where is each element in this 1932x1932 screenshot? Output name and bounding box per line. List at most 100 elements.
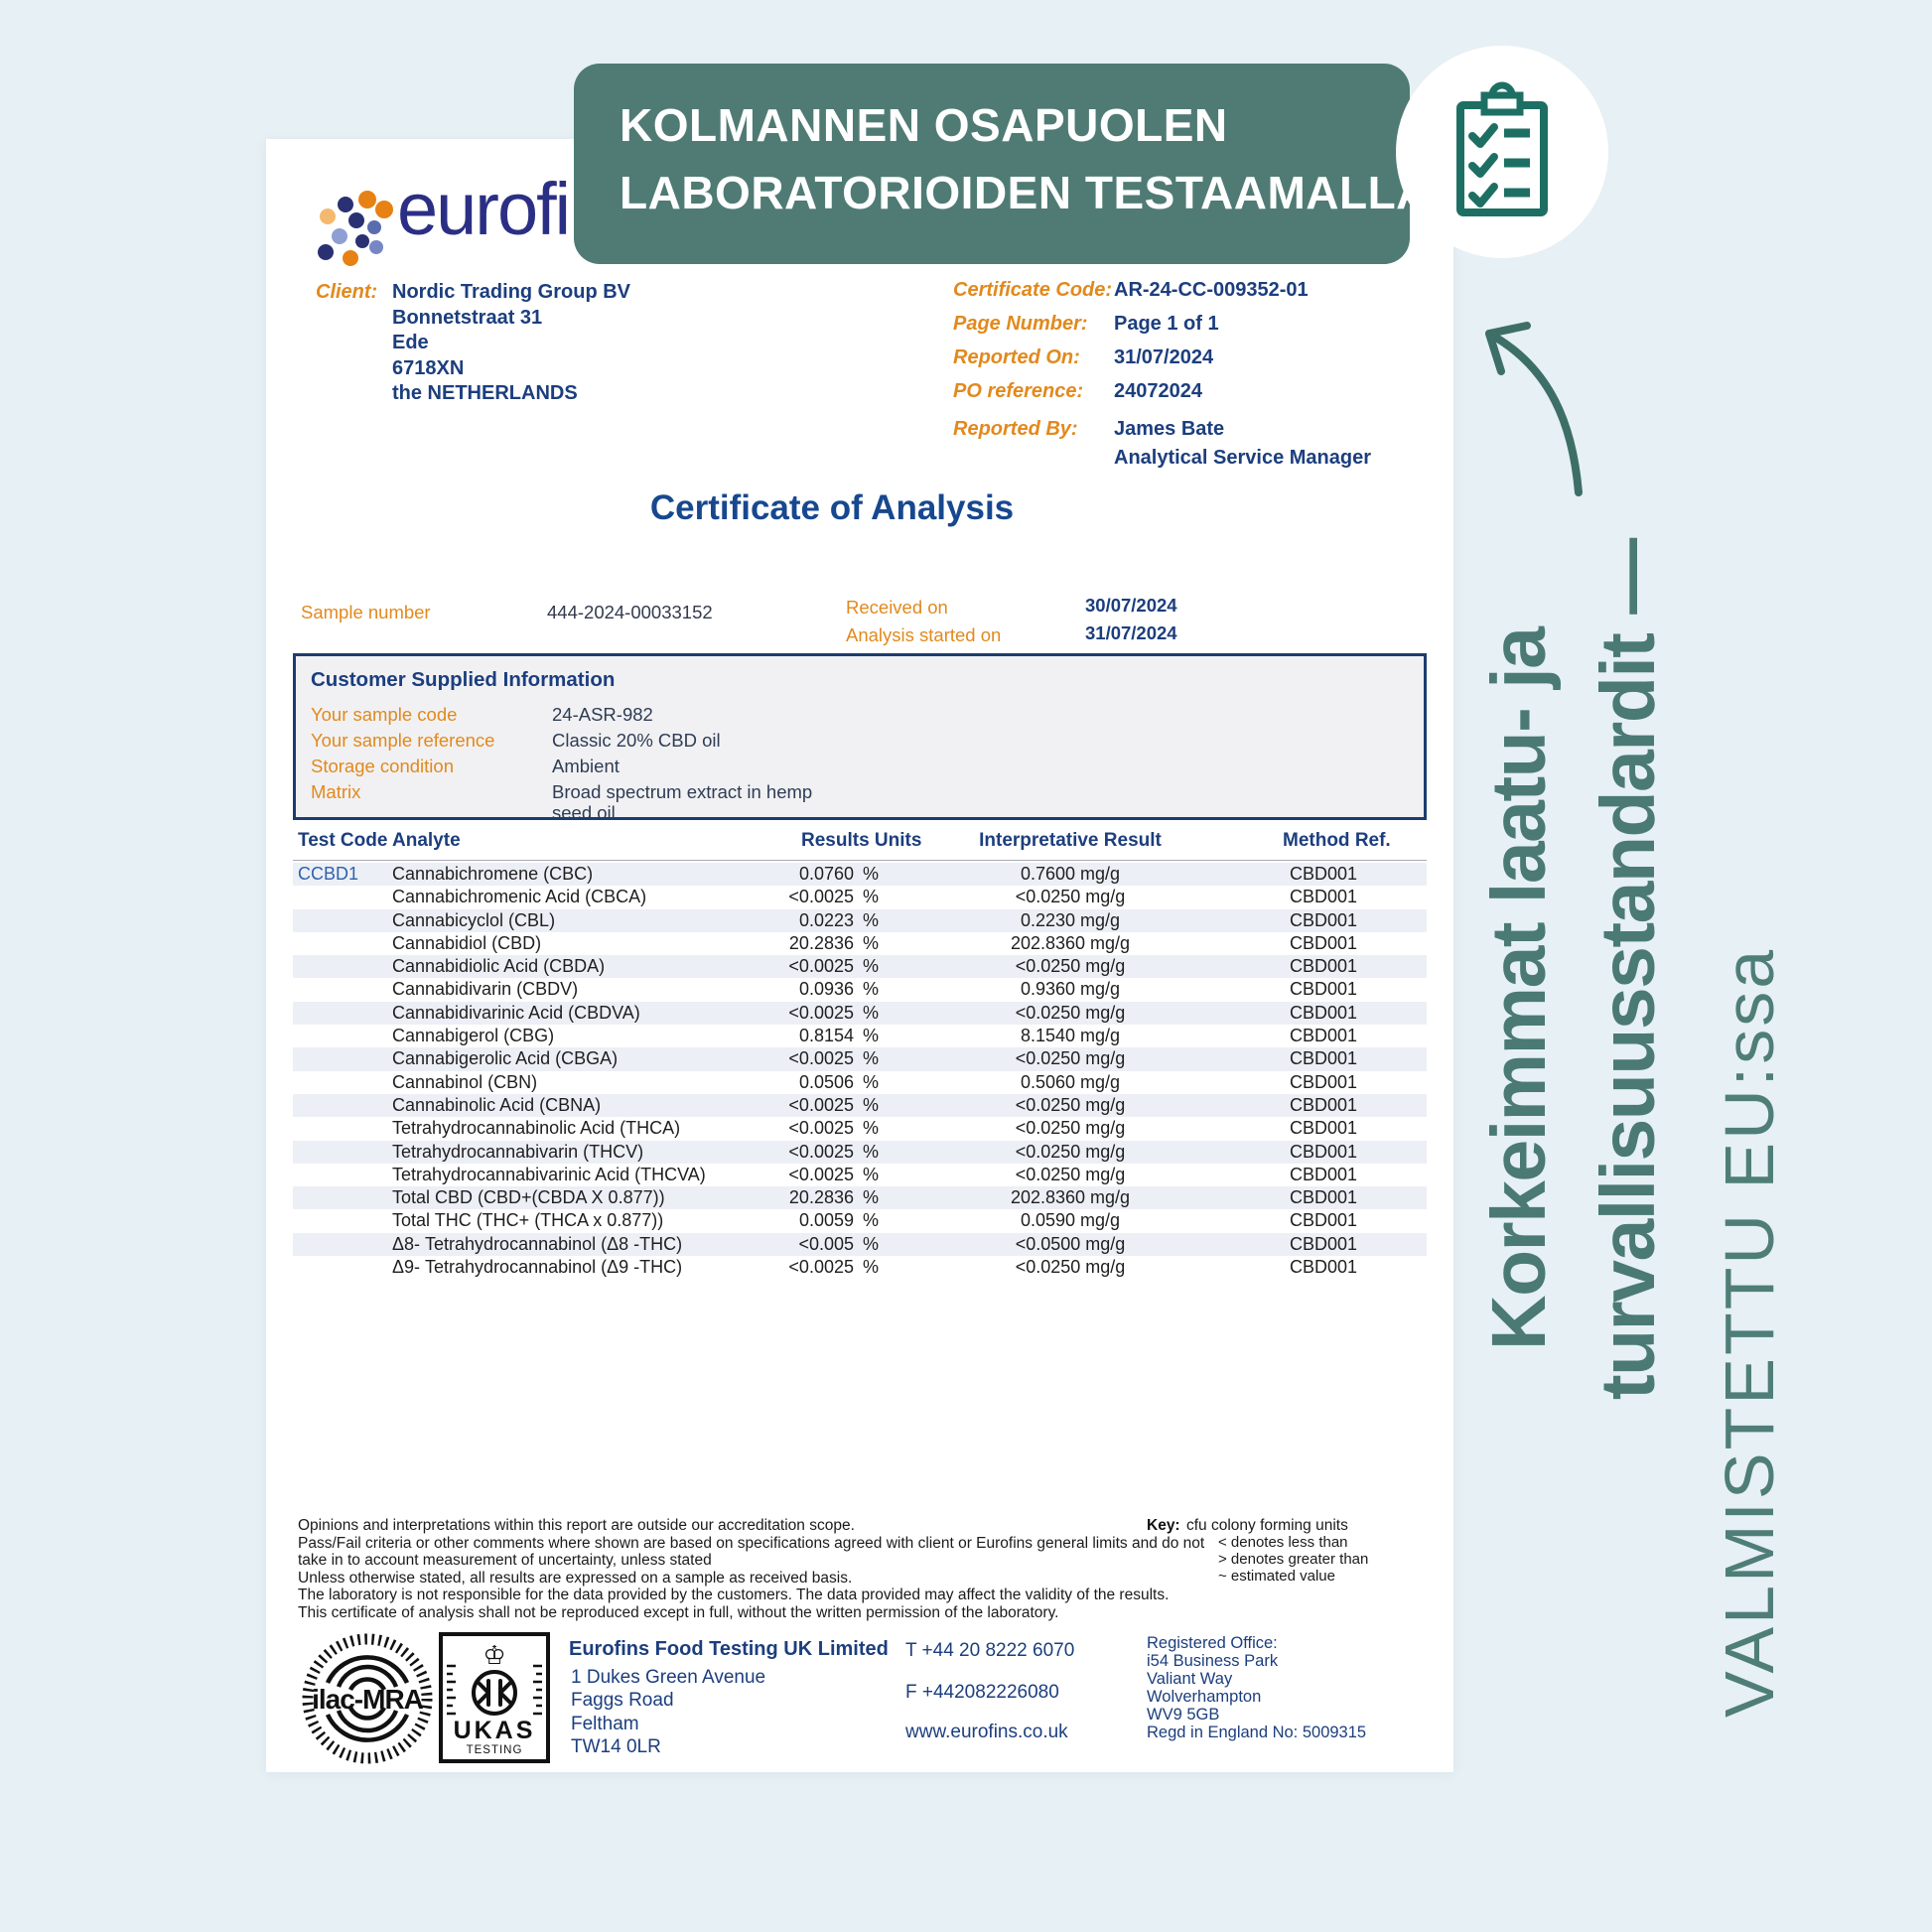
received-on-label: Received on bbox=[846, 597, 948, 618]
customer-info-row: Your sample reference Classic 20% CBD oi… bbox=[296, 730, 1424, 756]
cell-method-ref: CBD001 bbox=[1290, 1002, 1358, 1023]
header-analyte: Analyte bbox=[392, 830, 461, 851]
page-title: Certificate of Analysis bbox=[649, 488, 1015, 527]
fax-number: F +442082226080 bbox=[905, 1682, 1059, 1703]
disclaimer-line: The laboratory is not responsible for th… bbox=[298, 1587, 1170, 1604]
registered-office-line: WV9 5GB bbox=[1147, 1706, 1220, 1724]
banner: KOLMANNEN OSAPUOLEN LABORATORIOIDEN TEST… bbox=[574, 64, 1429, 264]
banner-title-line-1: KOLMANNEN OSAPUOLEN bbox=[620, 99, 1228, 151]
cell-unit: % bbox=[863, 1210, 880, 1231]
customer-info-value: Classic 20% CBD oil bbox=[552, 730, 721, 751]
cell-analyte: Total CBD (CBD+(CBDA X 0.877)) bbox=[392, 1187, 665, 1208]
banner-title-line-2: LABORATORIOIDEN TESTAAMALLA bbox=[620, 167, 1430, 218]
cell-result: <0.005 bbox=[798, 1233, 854, 1254]
registered-office-line: Valiant Way bbox=[1147, 1670, 1233, 1688]
client-address-line: Bonnetstraat 31 bbox=[392, 306, 543, 329]
cell-unit: % bbox=[863, 1094, 880, 1115]
lab-address-lines: 1 Dukes Green Avenue Faggs Road Feltham TW1… bbox=[571, 1666, 765, 1758]
cell-result: <0.0025 bbox=[788, 1118, 854, 1139]
cell-unit: % bbox=[863, 864, 880, 884]
reported-on-value: 31/07/2024 bbox=[1114, 346, 1214, 368]
cell-analyte: Total THC (THC+ (THCA x 0.877)) bbox=[392, 1210, 664, 1231]
key-label: Key: bbox=[1147, 1517, 1180, 1534]
disclaimer-lines: Opinions and interpretations within this… bbox=[298, 1517, 1204, 1622]
customer-info-row: Storage condition Ambient bbox=[296, 756, 1424, 781]
cell-analyte: Cannabinolic Acid (CBNA) bbox=[392, 1094, 602, 1115]
cell-analyte: Cannabidivarinic Acid (CBDVA) bbox=[392, 1002, 640, 1023]
cell-method-ref: CBD001 bbox=[1290, 1187, 1358, 1208]
header-method-ref: Method Ref. bbox=[1283, 830, 1391, 851]
client-address-line: Nordic Trading Group BV bbox=[392, 281, 631, 303]
cell-method-ref: CBD001 bbox=[1290, 1257, 1358, 1278]
registered-office-line: i54 Business Park bbox=[1147, 1652, 1279, 1670]
table-row: Cannabigerol (CBG) 0.8154 % 8.1540 mg/g … bbox=[293, 1025, 1427, 1047]
cell-unit: % bbox=[863, 887, 880, 907]
cell-method-ref: CBD001 bbox=[1290, 1048, 1358, 1069]
cell-result: <0.0025 bbox=[788, 1094, 854, 1115]
cell-method-ref: CBD001 bbox=[1290, 887, 1358, 907]
cell-result: 0.0223 bbox=[798, 909, 854, 930]
results-table-header: Test Code Analyte Results Units Interpre… bbox=[293, 829, 1427, 853]
cell-analyte: Cannabidivarin (CBDV) bbox=[392, 979, 579, 1000]
cell-unit: % bbox=[863, 909, 880, 930]
registered-office-line: Regd in England No: 5009315 bbox=[1147, 1724, 1367, 1741]
received-on-value: 30/07/2024 bbox=[1085, 595, 1177, 616]
cell-method-ref: CBD001 bbox=[1290, 979, 1358, 1000]
cell-analyte: Cannabinol (CBN) bbox=[392, 1071, 538, 1092]
table-row: Cannabidiolic Acid (CBDA) <0.0025 % <0.0… bbox=[293, 955, 1427, 979]
cell-result: <0.0025 bbox=[788, 1141, 854, 1162]
cell-result: <0.0025 bbox=[788, 1257, 854, 1278]
cell-method-ref: CBD001 bbox=[1290, 1164, 1358, 1184]
customer-info-label: Storage condition bbox=[311, 756, 454, 776]
table-row: Cannabichromenic Acid (CBCA) <0.0025 % <… bbox=[293, 886, 1427, 908]
cell-method-ref: CBD001 bbox=[1290, 932, 1358, 953]
cell-result: <0.0025 bbox=[788, 1164, 854, 1184]
sample-number-value: 444-2024-00033152 bbox=[547, 602, 713, 622]
cell-interpretative-result: 8.1540 mg/g bbox=[1020, 1026, 1121, 1046]
disclaimer-line: Opinions and interpretations within this… bbox=[298, 1517, 855, 1534]
cell-result: 0.0059 bbox=[798, 1210, 854, 1231]
table-row: Cannabigerolic Acid (CBGA) <0.0025 % <0.… bbox=[293, 1047, 1427, 1071]
reported-by-role: Analytical Service Manager bbox=[1114, 447, 1372, 469]
cell-unit: % bbox=[863, 1164, 880, 1184]
key-line: < denotes less than bbox=[1218, 1534, 1348, 1551]
ilac-mra-logo: ilac-MRA bbox=[301, 1631, 435, 1772]
cell-interpretative-result: 202.8360 mg/g bbox=[1010, 1187, 1131, 1208]
cell-result: 0.0506 bbox=[798, 1071, 854, 1092]
crown-icon: ♔ bbox=[483, 1640, 505, 1670]
cell-method-ref: CBD001 bbox=[1290, 1071, 1358, 1092]
analysis-started-value: 31/07/2024 bbox=[1085, 622, 1177, 643]
side-caption: Korkeimmat laatu- ja turvallisuusstandar… bbox=[1469, 432, 1827, 1752]
analysis-started-label: Analysis started on bbox=[846, 624, 1002, 645]
table-row: Cannabidivarinic Acid (CBDVA) <0.0025 % … bbox=[293, 1001, 1427, 1026]
eurofins-logo-dots bbox=[316, 189, 407, 280]
cell-method-ref: CBD001 bbox=[1290, 956, 1358, 977]
cell-interpretative-result: 0.5060 mg/g bbox=[1020, 1071, 1121, 1092]
cell-unit: % bbox=[863, 1071, 880, 1092]
customer-info-value: Ambient bbox=[552, 756, 620, 776]
cell-method-ref: CBD001 bbox=[1290, 1233, 1358, 1254]
customer-info-label: Matrix bbox=[311, 781, 361, 802]
cell-analyte: Δ9- Tetrahydrocannabinol (Δ9 -THC) bbox=[392, 1257, 683, 1278]
cell-analyte: Cannabigerol (CBG) bbox=[392, 1026, 555, 1046]
cell-analyte: Tetrahydrocannabinolic Acid (THCA) bbox=[392, 1118, 681, 1139]
cell-result: 0.0760 bbox=[798, 864, 854, 884]
lab-address-line: 1 Dukes Green Avenue bbox=[571, 1667, 766, 1688]
table-row: Δ9- Tetrahydrocannabinol (Δ9 -THC) <0.00… bbox=[293, 1256, 1427, 1279]
ukas-text: UKAS bbox=[454, 1717, 536, 1744]
phone-number: T +44 20 8222 6070 bbox=[905, 1640, 1075, 1661]
ukas-sub-text: TESTING bbox=[467, 1744, 523, 1756]
client-address: Nordic Trading Group BV Bonnetstraat 31 Ed… bbox=[392, 280, 630, 407]
ukas-logo: ♔ UKAS TESTING bbox=[439, 1632, 550, 1763]
customer-info-box: Customer Supplied Information Your sampl… bbox=[293, 653, 1427, 820]
table-row: Tetrahydrocannabivarinic Acid (THCVA) <0… bbox=[293, 1164, 1427, 1186]
page-number-label: Page Number: bbox=[953, 313, 1088, 335]
cell-unit: % bbox=[863, 1233, 880, 1254]
page-number-value: Page 1 of 1 bbox=[1114, 313, 1219, 335]
client-address-line: 6718XN bbox=[392, 356, 465, 379]
cell-method-ref: CBD001 bbox=[1290, 1210, 1358, 1231]
cell-interpretative-result: <0.0250 mg/g bbox=[1015, 1094, 1126, 1115]
table-row: Tetrahydrocannabivarin (THCV) <0.0025 % … bbox=[293, 1140, 1427, 1164]
cell-result: <0.0025 bbox=[788, 1048, 854, 1069]
